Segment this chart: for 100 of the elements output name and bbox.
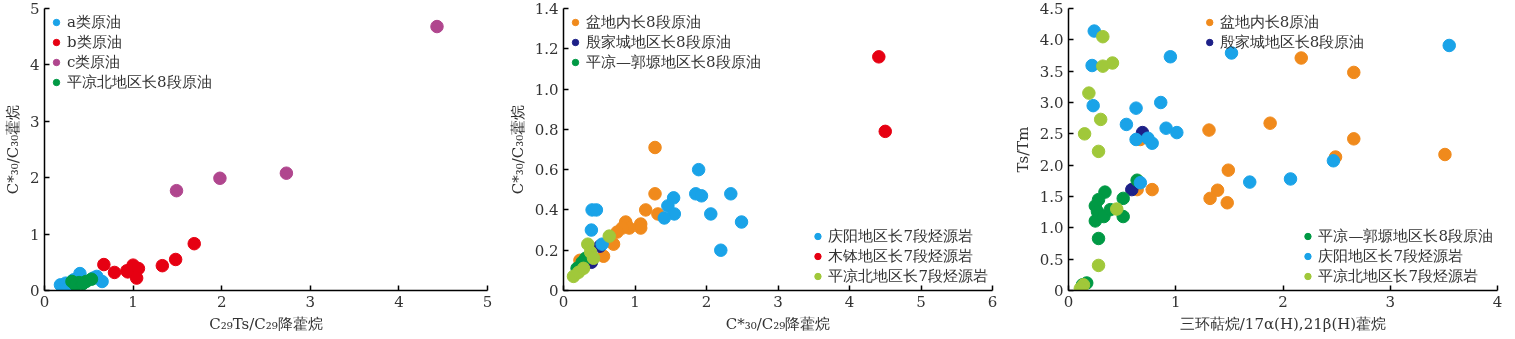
point [1091,231,1106,246]
point [694,189,709,203]
point [1203,191,1217,206]
legend-label: 庆阳地区长7段烃源岩 [1318,246,1463,266]
point [97,257,111,272]
legend-label: b类原油 [67,32,122,52]
y-tick-label: 1 [29,225,40,244]
x-tick-label: 4 [844,292,855,311]
point [667,207,682,221]
y-tick-label: 4 [29,56,40,75]
y-tick-label: 3.0 [1039,94,1064,112]
y-tick-label: 3.5 [1039,62,1064,81]
point [1116,191,1130,206]
point [648,140,662,155]
point [734,215,749,229]
y-tick-label: 4.0 [1039,31,1064,50]
point [1283,172,1298,186]
x-axis-title: C*₃₀/C₂₉降藿烷 [725,314,831,333]
point [1153,95,1168,110]
point [1442,38,1456,53]
x-axis-title: C₂₉Ts/C₂₉降藿烷 [209,314,323,333]
point [584,223,599,237]
point [1110,202,1124,216]
x-axis-title: 三环萜烷/17α(H),21β(H)藿烷 [1179,314,1387,333]
point [213,171,227,185]
y-axis-title: C*₃₀/C₃₀藿烷 [508,104,527,195]
x-tick-label: 5 [916,292,926,311]
legend-label: 盆地内长8原油 [1219,12,1320,32]
y-tick-label: 3 [29,112,40,131]
point [1105,56,1120,70]
point [872,50,886,64]
legend-label: a类原油 [67,12,121,32]
legend-label: 平凉北地区长7段烃源岩 [828,266,988,286]
point [586,251,601,266]
x-tick-label: 1 [630,292,640,311]
point [1133,175,1148,190]
point [1243,175,1257,189]
y-tick-label: 0.8 [534,120,559,139]
point [638,203,653,217]
point [1210,183,1225,197]
legend-label: 殷家城地区长8段原油 [1219,32,1365,52]
point [1163,50,1178,64]
x-tick-label: 6 [987,292,998,311]
legend-label: 庆阳地区长7段烃源岩 [828,226,973,246]
point [129,271,144,285]
point [1091,258,1106,273]
x-tick-label: 4 [394,292,404,311]
point [107,265,122,280]
x-tick-label: 2 [216,292,227,311]
point [602,229,617,243]
point [1438,147,1452,162]
legend-label: 平凉—郭塬地区长8段原油 [1318,226,1493,246]
point [1145,182,1159,197]
y-tick-label: 1.4 [534,0,559,18]
point [714,243,728,257]
point [1263,116,1277,130]
point [1093,112,1108,127]
point [1159,121,1173,135]
point [169,183,184,198]
legend-label: 盆地内长8段原油 [586,12,701,32]
legend-label: 殷家城地区长8段原油 [586,32,731,52]
point [1220,196,1234,210]
legend-label: c类原油 [67,52,121,72]
point [1170,125,1184,140]
x-tick-label: 4 [1492,292,1503,311]
point [1082,86,1096,100]
point [724,187,738,201]
x-tick-label: 1 [128,292,138,311]
point [1129,101,1143,115]
point [1294,51,1308,65]
y-tick-label: 1.0 [534,80,559,99]
point [1077,127,1092,141]
point [878,124,892,139]
legend-label: 木钵地区长7段烃源岩 [828,246,973,266]
point [1221,163,1236,177]
point [648,187,662,201]
y-tick-label: 0.5 [1039,250,1064,269]
legend-label: 平凉北地区长7段烃源岩 [1318,266,1478,286]
point [691,162,706,177]
x-tick-label: 3 [1385,292,1396,311]
point [576,261,591,276]
y-axis-title: C*₃₀/C₃₀藿烷 [3,104,22,195]
point [1326,154,1341,168]
x-tick-label: 2 [701,292,712,311]
y-tick-label: 0.6 [534,161,559,180]
point [1096,29,1110,44]
point [430,19,444,34]
y-tick-label: 2.0 [1039,156,1064,175]
point [1347,65,1361,80]
x-tick-label: 1 [1170,292,1181,311]
y-tick-label: 5 [29,0,40,18]
point [1091,144,1106,159]
x-tick-label: 5 [482,292,493,311]
y-tick-label: 2.5 [1039,125,1064,144]
y-tick-label: 0.2 [534,241,559,260]
y-tick-label: 4.5 [1039,0,1064,18]
y-tick-label: 1.0 [1039,219,1064,238]
y-tick-label: 2 [29,169,40,188]
y-tick-label: 1.5 [1039,188,1064,206]
y-axis-title: Ts/Tm [1013,126,1032,173]
